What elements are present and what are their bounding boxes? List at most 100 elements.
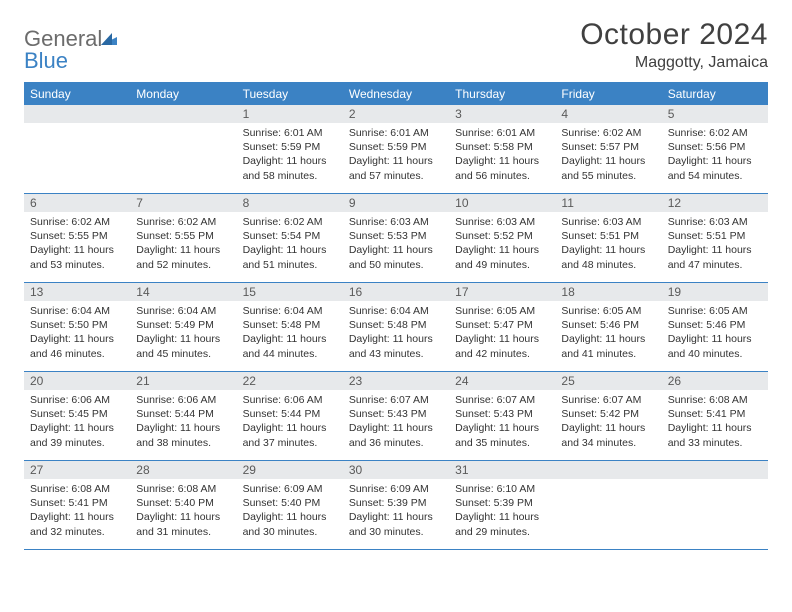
sunrise-text: Sunrise: 6:01 AM: [243, 126, 337, 140]
daylight-text: Daylight: 11 hours and 56 minutes.: [455, 154, 549, 182]
sunrise-text: Sunrise: 6:08 AM: [136, 482, 230, 496]
sunset-text: Sunset: 5:56 PM: [668, 140, 762, 154]
sunset-text: Sunset: 5:55 PM: [136, 229, 230, 243]
day-cell: [130, 105, 236, 193]
empty-day-header: [24, 105, 130, 123]
day-cell: 9Sunrise: 6:03 AMSunset: 5:53 PMDaylight…: [343, 194, 449, 282]
sunrise-text: Sunrise: 6:03 AM: [668, 215, 762, 229]
day-cell: 17Sunrise: 6:05 AMSunset: 5:47 PMDayligh…: [449, 283, 555, 371]
day-cell: 24Sunrise: 6:07 AMSunset: 5:43 PMDayligh…: [449, 372, 555, 460]
daylight-text: Daylight: 11 hours and 52 minutes.: [136, 243, 230, 271]
day-cell: 13Sunrise: 6:04 AMSunset: 5:50 PMDayligh…: [24, 283, 130, 371]
day-cell: 28Sunrise: 6:08 AMSunset: 5:40 PMDayligh…: [130, 461, 236, 549]
sunset-text: Sunset: 5:45 PM: [30, 407, 124, 421]
day-cell: 14Sunrise: 6:04 AMSunset: 5:49 PMDayligh…: [130, 283, 236, 371]
sunrise-text: Sunrise: 6:07 AM: [561, 393, 655, 407]
sunrise-text: Sunrise: 6:05 AM: [561, 304, 655, 318]
sunset-text: Sunset: 5:57 PM: [561, 140, 655, 154]
sunset-text: Sunset: 5:42 PM: [561, 407, 655, 421]
sunrise-text: Sunrise: 6:06 AM: [243, 393, 337, 407]
sunrise-text: Sunrise: 6:08 AM: [668, 393, 762, 407]
empty-day-header: [130, 105, 236, 123]
day-content: Sunrise: 6:02 AMSunset: 5:56 PMDaylight:…: [662, 123, 768, 189]
day-content: Sunrise: 6:04 AMSunset: 5:48 PMDaylight:…: [237, 301, 343, 367]
day-number: 21: [130, 372, 236, 390]
day-number: 31: [449, 461, 555, 479]
sunrise-text: Sunrise: 6:02 AM: [243, 215, 337, 229]
day-cell: 4Sunrise: 6:02 AMSunset: 5:57 PMDaylight…: [555, 105, 661, 193]
daylight-text: Daylight: 11 hours and 30 minutes.: [243, 510, 337, 538]
day-cell: 29Sunrise: 6:09 AMSunset: 5:40 PMDayligh…: [237, 461, 343, 549]
sunset-text: Sunset: 5:43 PM: [349, 407, 443, 421]
day-content: Sunrise: 6:08 AMSunset: 5:40 PMDaylight:…: [130, 479, 236, 545]
daylight-text: Daylight: 11 hours and 58 minutes.: [243, 154, 337, 182]
sunset-text: Sunset: 5:40 PM: [243, 496, 337, 510]
sunset-text: Sunset: 5:59 PM: [243, 140, 337, 154]
sunset-text: Sunset: 5:51 PM: [561, 229, 655, 243]
daylight-text: Daylight: 11 hours and 32 minutes.: [30, 510, 124, 538]
day-content: Sunrise: 6:07 AMSunset: 5:42 PMDaylight:…: [555, 390, 661, 456]
day-cell: 8Sunrise: 6:02 AMSunset: 5:54 PMDaylight…: [237, 194, 343, 282]
daylight-text: Daylight: 11 hours and 55 minutes.: [561, 154, 655, 182]
daylight-text: Daylight: 11 hours and 31 minutes.: [136, 510, 230, 538]
day-cell: [24, 105, 130, 193]
day-content: Sunrise: 6:09 AMSunset: 5:40 PMDaylight:…: [237, 479, 343, 545]
day-number: 13: [24, 283, 130, 301]
daylight-text: Daylight: 11 hours and 48 minutes.: [561, 243, 655, 271]
sunrise-text: Sunrise: 6:03 AM: [349, 215, 443, 229]
day-number: 4: [555, 105, 661, 123]
day-content: Sunrise: 6:04 AMSunset: 5:49 PMDaylight:…: [130, 301, 236, 367]
day-number: 8: [237, 194, 343, 212]
calendar-week: 20Sunrise: 6:06 AMSunset: 5:45 PMDayligh…: [24, 372, 768, 461]
day-content: Sunrise: 6:05 AMSunset: 5:47 PMDaylight:…: [449, 301, 555, 367]
sunrise-text: Sunrise: 6:09 AM: [349, 482, 443, 496]
sunset-text: Sunset: 5:59 PM: [349, 140, 443, 154]
day-cell: 23Sunrise: 6:07 AMSunset: 5:43 PMDayligh…: [343, 372, 449, 460]
day-content: Sunrise: 6:01 AMSunset: 5:59 PMDaylight:…: [237, 123, 343, 189]
calendar-week: 1Sunrise: 6:01 AMSunset: 5:59 PMDaylight…: [24, 105, 768, 194]
day-content: Sunrise: 6:03 AMSunset: 5:51 PMDaylight:…: [555, 212, 661, 278]
sunrise-text: Sunrise: 6:02 AM: [136, 215, 230, 229]
day-number: 29: [237, 461, 343, 479]
day-content: Sunrise: 6:02 AMSunset: 5:55 PMDaylight:…: [24, 212, 130, 278]
day-cell: 20Sunrise: 6:06 AMSunset: 5:45 PMDayligh…: [24, 372, 130, 460]
logo-flag-icon: [100, 33, 118, 50]
day-number: 20: [24, 372, 130, 390]
day-number: 11: [555, 194, 661, 212]
day-cell: 6Sunrise: 6:02 AMSunset: 5:55 PMDaylight…: [24, 194, 130, 282]
calendar-week: 13Sunrise: 6:04 AMSunset: 5:50 PMDayligh…: [24, 283, 768, 372]
calendar: SundayMondayTuesdayWednesdayThursdayFrid…: [24, 82, 768, 550]
day-content: Sunrise: 6:04 AMSunset: 5:50 PMDaylight:…: [24, 301, 130, 367]
sunrise-text: Sunrise: 6:08 AM: [30, 482, 124, 496]
empty-day-header: [662, 461, 768, 479]
calendar-weeks: 1Sunrise: 6:01 AMSunset: 5:59 PMDaylight…: [24, 105, 768, 550]
day-content: Sunrise: 6:05 AMSunset: 5:46 PMDaylight:…: [555, 301, 661, 367]
day-content: Sunrise: 6:09 AMSunset: 5:39 PMDaylight:…: [343, 479, 449, 545]
weekday-label: Friday: [555, 83, 661, 105]
sunrise-text: Sunrise: 6:06 AM: [136, 393, 230, 407]
day-number: 5: [662, 105, 768, 123]
day-number: 18: [555, 283, 661, 301]
daylight-text: Daylight: 11 hours and 54 minutes.: [668, 154, 762, 182]
logo-text-block: General Blue: [24, 26, 118, 74]
sunrise-text: Sunrise: 6:03 AM: [455, 215, 549, 229]
day-number: 12: [662, 194, 768, 212]
day-cell: 10Sunrise: 6:03 AMSunset: 5:52 PMDayligh…: [449, 194, 555, 282]
daylight-text: Daylight: 11 hours and 42 minutes.: [455, 332, 549, 360]
sunrise-text: Sunrise: 6:04 AM: [136, 304, 230, 318]
sunrise-text: Sunrise: 6:02 AM: [30, 215, 124, 229]
sunset-text: Sunset: 5:46 PM: [668, 318, 762, 332]
sunrise-text: Sunrise: 6:09 AM: [243, 482, 337, 496]
day-cell: [662, 461, 768, 549]
day-content: Sunrise: 6:07 AMSunset: 5:43 PMDaylight:…: [343, 390, 449, 456]
day-content: Sunrise: 6:04 AMSunset: 5:48 PMDaylight:…: [343, 301, 449, 367]
day-cell: 27Sunrise: 6:08 AMSunset: 5:41 PMDayligh…: [24, 461, 130, 549]
day-number: 27: [24, 461, 130, 479]
daylight-text: Daylight: 11 hours and 50 minutes.: [349, 243, 443, 271]
daylight-text: Daylight: 11 hours and 33 minutes.: [668, 421, 762, 449]
day-number: 25: [555, 372, 661, 390]
sunrise-text: Sunrise: 6:06 AM: [30, 393, 124, 407]
day-number: 1: [237, 105, 343, 123]
day-number: 14: [130, 283, 236, 301]
page-title: October 2024: [580, 18, 768, 52]
